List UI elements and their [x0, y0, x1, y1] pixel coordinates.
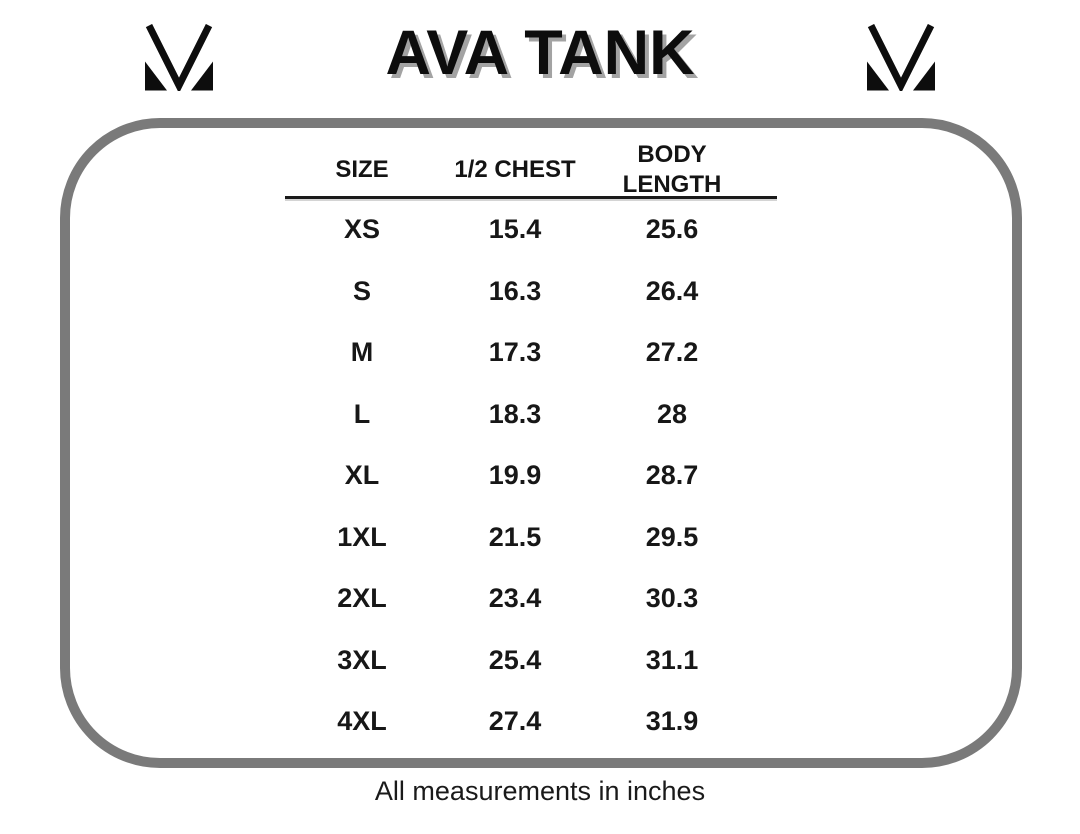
- mv-monogram-icon: [867, 24, 935, 91]
- column-header-half-chest: 1/2 CHEST: [454, 156, 576, 183]
- body-length-value: 29.5: [645, 521, 699, 552]
- page-title: AVA TANK: [385, 18, 695, 88]
- table-row: 4XL 27.4 31.9: [285, 691, 777, 753]
- size-table-body: XS 15.4 25.6 S 16.3 26.4 M 17.3 27.2 L 18.3 28 XL 19.…: [285, 199, 777, 753]
- half-chest-value: 18.3: [488, 398, 542, 429]
- size-label: 1XL: [337, 521, 387, 552]
- half-chest-value: 16.3: [488, 275, 542, 306]
- size-label: 4XL: [337, 706, 387, 737]
- table-row: XS 15.4 25.6: [285, 199, 777, 261]
- table-row: 2XL 23.4 30.3: [285, 568, 777, 630]
- table-row: XL 19.9 28.7: [285, 445, 777, 507]
- table-row: 3XL 25.4 31.1: [285, 630, 777, 692]
- table-row: S 16.3 26.4: [285, 261, 777, 323]
- size-label: 2XL: [337, 583, 387, 614]
- table-row: M 17.3 27.2: [285, 322, 777, 384]
- half-chest-value: 19.9: [488, 460, 542, 491]
- half-chest-value: 27.4: [488, 706, 542, 737]
- size-label: S: [352, 275, 371, 306]
- half-chest-value: 25.4: [488, 644, 542, 675]
- half-chest-value: 21.5: [488, 521, 542, 552]
- half-chest-value: 17.3: [488, 337, 542, 368]
- body-length-value: 26.4: [645, 275, 699, 306]
- size-chart-frame: [60, 118, 1022, 768]
- size-table: SIZE 1/2 CHEST BODY LENGTH XS 15.4 25.6 S 16…: [285, 140, 777, 753]
- body-length-value: 31.1: [645, 644, 699, 675]
- size-label: XL: [344, 460, 380, 491]
- half-chest-value: 23.4: [488, 583, 542, 614]
- body-length-value: 25.6: [645, 214, 699, 245]
- half-chest-value: 15.4: [488, 214, 542, 245]
- body-length-value: 27.2: [645, 337, 699, 368]
- mv-monogram-icon: [145, 24, 213, 91]
- table-header-row: SIZE 1/2 CHEST BODY LENGTH: [285, 140, 777, 199]
- measurements-footnote: All measurements in inches: [374, 776, 706, 806]
- column-header-size: SIZE: [335, 156, 389, 183]
- column-header-body-length: BODY LENGTH: [622, 141, 722, 198]
- body-length-value: 28: [656, 398, 688, 429]
- table-row: L 18.3 28: [285, 384, 777, 446]
- body-length-value: 30.3: [645, 583, 699, 614]
- body-length-value: 31.9: [645, 706, 699, 737]
- table-row: 1XL 21.5 29.5: [285, 507, 777, 569]
- size-label: M: [350, 337, 374, 368]
- size-label: L: [353, 398, 371, 429]
- size-label: XS: [343, 214, 381, 245]
- size-label: 3XL: [337, 644, 387, 675]
- body-length-value: 28.7: [645, 460, 699, 491]
